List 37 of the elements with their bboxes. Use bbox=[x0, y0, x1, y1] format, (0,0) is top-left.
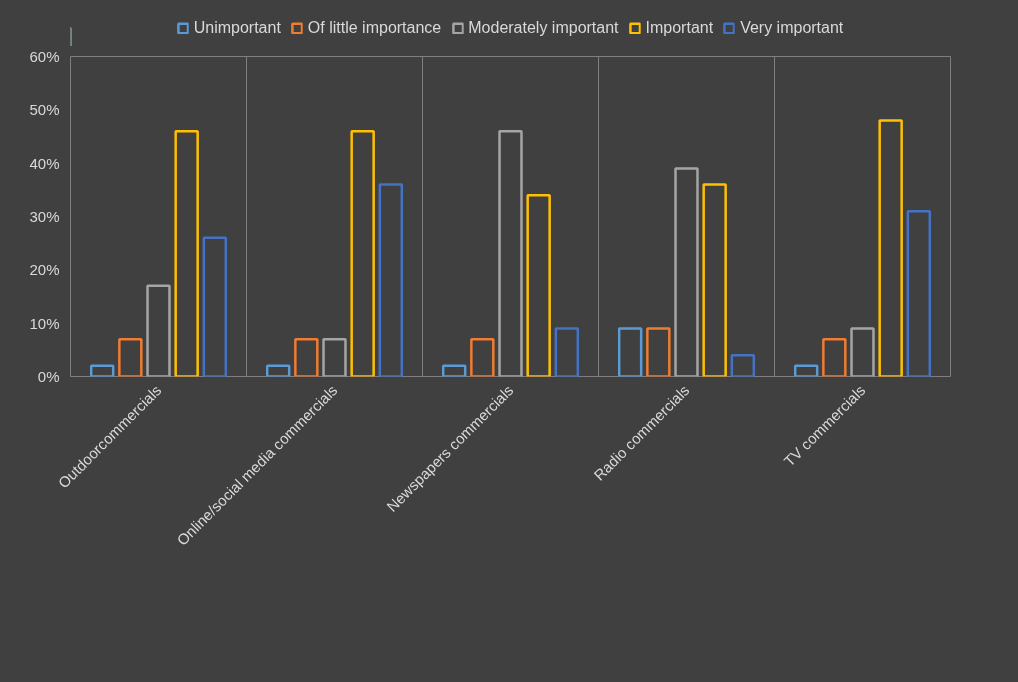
y-tick-label: 30% bbox=[29, 208, 60, 225]
bar bbox=[526, 193, 551, 377]
bar bbox=[822, 337, 847, 377]
y-tick-label: 10% bbox=[29, 314, 60, 332]
y-tick-label: 50% bbox=[29, 101, 60, 119]
bar bbox=[793, 364, 819, 377]
bar bbox=[322, 337, 347, 377]
bar bbox=[294, 337, 319, 377]
bar bbox=[118, 337, 143, 377]
bar bbox=[174, 129, 199, 377]
bar bbox=[906, 209, 932, 377]
bar bbox=[646, 327, 671, 377]
bar bbox=[702, 183, 727, 377]
bar bbox=[441, 364, 467, 377]
bar bbox=[89, 364, 115, 377]
legend-label: Important bbox=[645, 19, 714, 37]
bar bbox=[146, 284, 171, 377]
bar bbox=[554, 327, 580, 377]
legend-label: Moderately important bbox=[468, 19, 619, 37]
bar bbox=[617, 327, 643, 377]
bar bbox=[202, 236, 228, 377]
legend-label: Very important bbox=[740, 19, 844, 37]
bar bbox=[850, 327, 875, 377]
y-tick-label: 60% bbox=[29, 48, 60, 65]
y-tick-label: 20% bbox=[29, 261, 60, 279]
bar bbox=[378, 183, 404, 377]
bar bbox=[498, 129, 523, 377]
y-tick-label: 0% bbox=[37, 368, 60, 385]
bar bbox=[350, 129, 375, 377]
bar bbox=[730, 353, 756, 377]
y-tick-label: 40% bbox=[29, 154, 60, 172]
bar bbox=[265, 364, 291, 377]
bar bbox=[674, 167, 699, 377]
bar bbox=[878, 119, 903, 377]
legend-label: Of little importance bbox=[307, 19, 442, 37]
bar bbox=[470, 337, 495, 377]
legend-label: Unimportant bbox=[193, 19, 281, 37]
